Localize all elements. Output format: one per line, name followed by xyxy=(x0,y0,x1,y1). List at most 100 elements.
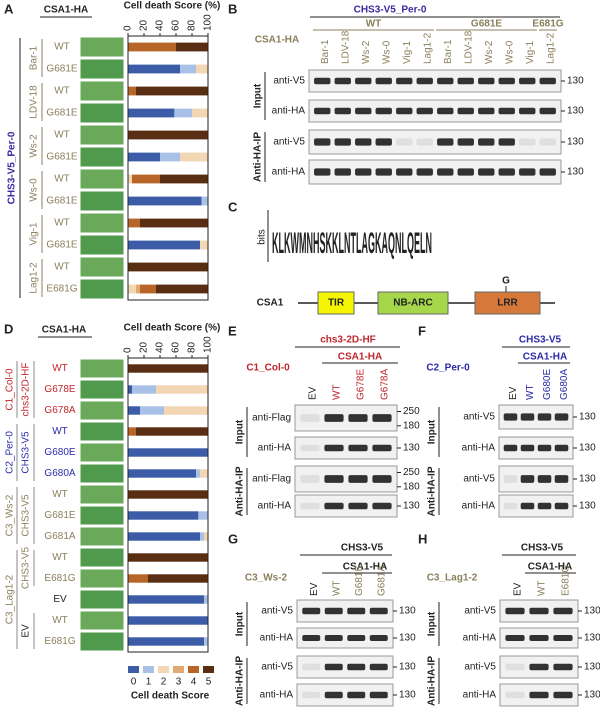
band xyxy=(553,663,573,671)
marker-label: 250 xyxy=(403,406,420,417)
band xyxy=(347,635,366,641)
band xyxy=(375,168,392,176)
lane-label: E681G xyxy=(561,565,572,596)
band xyxy=(314,107,331,115)
marker-label: 130 xyxy=(403,443,420,454)
bar-segment xyxy=(128,469,196,478)
strain-label: C1_Col-0 xyxy=(5,368,16,411)
band xyxy=(529,635,549,641)
group-label: Ws-2 xyxy=(29,134,40,158)
marker-label: 130 xyxy=(584,690,600,701)
row-label: anti-V5 xyxy=(261,606,293,617)
x-tick-label: 40 xyxy=(155,341,166,353)
bar-segment xyxy=(132,174,160,184)
band xyxy=(396,107,413,115)
band xyxy=(553,691,573,699)
group-label: Anti-HA-IP xyxy=(235,466,246,516)
band xyxy=(457,107,474,115)
band xyxy=(416,168,433,176)
lane-label: Vig-1 xyxy=(525,40,536,64)
marker-label: 130 xyxy=(584,633,600,644)
band xyxy=(457,168,474,176)
marker-label: 130 xyxy=(399,690,416,701)
bar-segment xyxy=(140,406,164,415)
lane-label: G680A xyxy=(559,369,570,400)
bar-segment xyxy=(192,108,208,118)
row-label: anti-HA xyxy=(272,106,306,117)
bar-segment xyxy=(200,532,204,541)
band xyxy=(300,502,320,510)
band xyxy=(537,475,552,483)
marker-label: 130 xyxy=(403,501,420,512)
genotype-label: EV xyxy=(21,624,32,638)
group-label: Input xyxy=(427,611,438,636)
group-label: Anti-HA-IP xyxy=(427,466,438,516)
band xyxy=(372,475,392,483)
marker-label: 130 xyxy=(567,137,584,148)
band xyxy=(416,138,433,146)
header: CSA1-HA xyxy=(42,325,86,336)
bar-segment xyxy=(128,385,132,394)
x-tick-label: 80 xyxy=(187,19,198,31)
leaf-image xyxy=(79,484,125,505)
lane-label: G681A xyxy=(376,565,387,596)
band xyxy=(324,475,344,483)
domain-box xyxy=(474,291,541,315)
bar-segment xyxy=(136,86,208,96)
row-label: anti-Flag xyxy=(252,474,291,485)
band xyxy=(505,635,525,641)
band xyxy=(553,607,573,615)
marker-label: 130 xyxy=(399,662,416,673)
bar-segment xyxy=(132,385,156,394)
band xyxy=(355,77,372,85)
marker-label: 130 xyxy=(579,501,596,512)
category-label: WT xyxy=(54,174,70,185)
category-label: G678E xyxy=(44,384,75,395)
band xyxy=(539,138,556,146)
blot-title: CHS3-V5 xyxy=(519,335,562,346)
band xyxy=(348,475,368,483)
band xyxy=(519,77,536,85)
bar-segment xyxy=(201,196,208,206)
marker-label: 130 xyxy=(567,167,584,178)
strain-label: C3_Ws-2 xyxy=(5,494,16,536)
construct-label: CSA1-HA xyxy=(338,352,382,363)
legend-swatch xyxy=(173,666,184,673)
legend-swatch xyxy=(158,666,169,673)
band xyxy=(437,107,454,115)
band xyxy=(505,663,525,671)
band xyxy=(437,138,454,146)
band xyxy=(355,138,372,146)
bar-segment xyxy=(176,42,208,52)
genotype-label: CHS3-V5 xyxy=(21,546,32,589)
band xyxy=(375,77,392,85)
leaf-image xyxy=(79,610,125,631)
band xyxy=(520,475,535,483)
x-tick-label: 100 xyxy=(203,14,214,31)
band xyxy=(347,691,366,699)
band xyxy=(537,444,552,452)
category-label: WT xyxy=(54,130,70,141)
row-label: anti-V5 xyxy=(463,474,495,485)
blot-title: CHS3-V5 xyxy=(521,543,564,554)
leaf-image xyxy=(79,631,125,652)
band xyxy=(498,77,515,85)
band xyxy=(529,691,549,699)
band xyxy=(529,663,549,671)
bar-segment xyxy=(128,616,208,625)
x-tick-label: 80 xyxy=(187,341,198,353)
band xyxy=(324,607,343,615)
domain-box xyxy=(377,291,449,315)
bar-segment xyxy=(180,152,208,162)
row-label: anti-V5 xyxy=(261,662,293,673)
protein-label: CSA1 xyxy=(257,298,284,309)
band xyxy=(457,77,474,85)
band xyxy=(314,77,331,85)
panel-letter: B xyxy=(228,1,237,16)
lane-label: LDV-18 xyxy=(463,30,474,64)
chart-title: Cell death Score (%) xyxy=(124,323,221,334)
blot-title: chs3-2D-HF xyxy=(320,335,376,346)
leaf-image xyxy=(79,505,125,526)
panel-letter: H xyxy=(418,531,427,546)
leaf-image xyxy=(79,212,125,234)
